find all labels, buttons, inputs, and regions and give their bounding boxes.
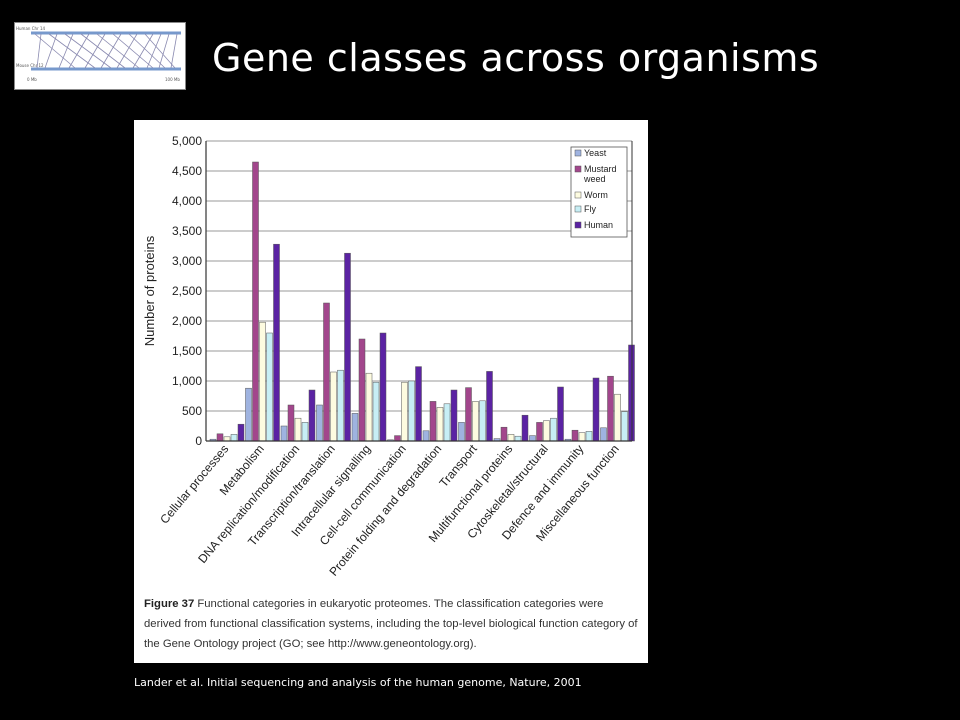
bar-fly xyxy=(479,400,486,442)
figure-caption-text: Functional categories in eukaryotic prot… xyxy=(144,598,638,650)
chromosome-alignment-icon: Human Chr 14 Mouse Chr 12 0 Mb 100 Mb xyxy=(16,26,181,82)
bar-yeast xyxy=(458,422,465,442)
bar-human xyxy=(557,386,564,442)
bar-worm xyxy=(507,434,515,442)
slide-title: Gene classes across organisms xyxy=(212,36,820,80)
bar-worm xyxy=(543,420,550,442)
bar-human xyxy=(379,332,387,442)
y-axis-label: Number of proteins xyxy=(142,235,157,346)
y-tick-label: 2,000 xyxy=(172,314,202,328)
y-tick-label: 1,500 xyxy=(172,344,202,358)
y-tick-label: 500 xyxy=(182,404,202,418)
bar-human xyxy=(308,389,316,442)
bar-worm xyxy=(578,432,586,442)
bar-worm xyxy=(472,401,479,442)
logo-label: Human Chr 14 xyxy=(16,26,45,31)
figure-panel: 0 500 1,000 1,500 2,000 2,500 3,000 3,500 4,000 4… xyxy=(134,120,648,663)
legend-label: Fly xyxy=(584,204,596,214)
bar-human xyxy=(521,414,529,442)
bar-fly xyxy=(337,369,344,442)
bar-mustard-weed xyxy=(607,375,614,442)
bar-mustard-weed xyxy=(500,426,508,442)
bar-human xyxy=(344,252,351,442)
legend: Yeast Mustard weed Worm Fly Human xyxy=(570,146,628,238)
axes xyxy=(205,141,633,442)
bar-fly xyxy=(550,417,557,442)
bar-yeast xyxy=(422,430,430,442)
bar-fly xyxy=(301,422,309,442)
logo-label: 0 Mb xyxy=(27,77,37,82)
bar-yeast xyxy=(245,387,252,442)
bar-worm xyxy=(223,436,231,442)
bar-human xyxy=(486,371,493,442)
bar-human xyxy=(273,243,280,442)
bar-fly xyxy=(408,380,415,442)
bar-yeast xyxy=(351,413,359,442)
bar-mustard-weed xyxy=(536,422,543,442)
legend-label: Mustard weed xyxy=(583,164,617,184)
legend-swatch xyxy=(574,191,582,199)
bar-chart: 0 500 1,000 1,500 2,000 2,500 3,000 3,500 4,000 4… xyxy=(142,134,635,579)
bar-fly xyxy=(621,411,628,442)
y-tick-label: 3,000 xyxy=(172,254,202,268)
legend-label: Human xyxy=(584,220,613,230)
bar-mustard-weed xyxy=(358,338,366,442)
bar-worm xyxy=(294,417,302,442)
logo-label: 100 Mb xyxy=(165,77,180,82)
y-tick-label: 0 xyxy=(195,434,202,448)
logo-label: Mouse Chr 12 xyxy=(16,63,44,68)
bar-yeast xyxy=(600,427,607,442)
bar-yeast xyxy=(316,404,323,442)
figure-caption: Figure 37 Functional categories in eukar… xyxy=(144,594,640,654)
citation: Lander et al. Initial sequencing and ana… xyxy=(134,676,582,689)
legend-swatch xyxy=(574,149,582,157)
bar-worm xyxy=(436,407,444,442)
y-tick-label: 5,000 xyxy=(172,134,202,148)
legend-swatch xyxy=(574,165,582,173)
bar-fly xyxy=(266,332,273,442)
figure-label: Figure 37 xyxy=(144,598,195,610)
legend-swatch xyxy=(574,221,582,229)
chromosome-alignment-logo: Human Chr 14 Mouse Chr 12 0 Mb 100 Mb xyxy=(14,22,186,90)
bar-mustard-weed xyxy=(252,161,259,442)
bar-mustard-weed xyxy=(429,401,437,442)
bar-mustard-weed xyxy=(287,404,295,442)
legend-swatch xyxy=(574,205,582,213)
legend-label: Worm xyxy=(584,190,608,200)
bar-fly xyxy=(443,403,451,442)
bar-fly xyxy=(372,381,380,442)
legend-label: Yeast xyxy=(584,148,607,158)
bar-mustard-weed xyxy=(571,429,579,442)
y-tick-label: 3,500 xyxy=(172,224,202,238)
bar-fly xyxy=(230,434,238,442)
bar-human xyxy=(450,389,458,442)
y-tick-label: 4,500 xyxy=(172,164,202,178)
y-tick-label: 2,500 xyxy=(172,284,202,298)
bar-mustard-weed xyxy=(465,387,472,442)
bar-yeast xyxy=(529,435,536,442)
y-tick-label: 4,000 xyxy=(172,194,202,208)
bar-worm xyxy=(259,321,266,442)
bar-mustard-weed xyxy=(323,302,330,442)
bar-yeast xyxy=(280,425,288,442)
y-tick-labels: 0 500 1,000 1,500 2,000 2,500 3,000 3,500 4,000 4… xyxy=(172,134,202,448)
bar-human xyxy=(592,377,600,442)
bar-worm xyxy=(365,372,373,442)
bar-human xyxy=(415,366,422,442)
bar-mustard-weed xyxy=(394,435,401,442)
bar-human xyxy=(237,423,245,442)
bar-fly xyxy=(585,431,593,442)
bar-fly xyxy=(514,435,522,442)
y-tick-label: 1,000 xyxy=(172,374,202,388)
bar-worm xyxy=(401,381,408,442)
bar-worm xyxy=(330,371,337,442)
bar-worm xyxy=(614,393,621,442)
bar-mustard-weed xyxy=(216,433,224,442)
